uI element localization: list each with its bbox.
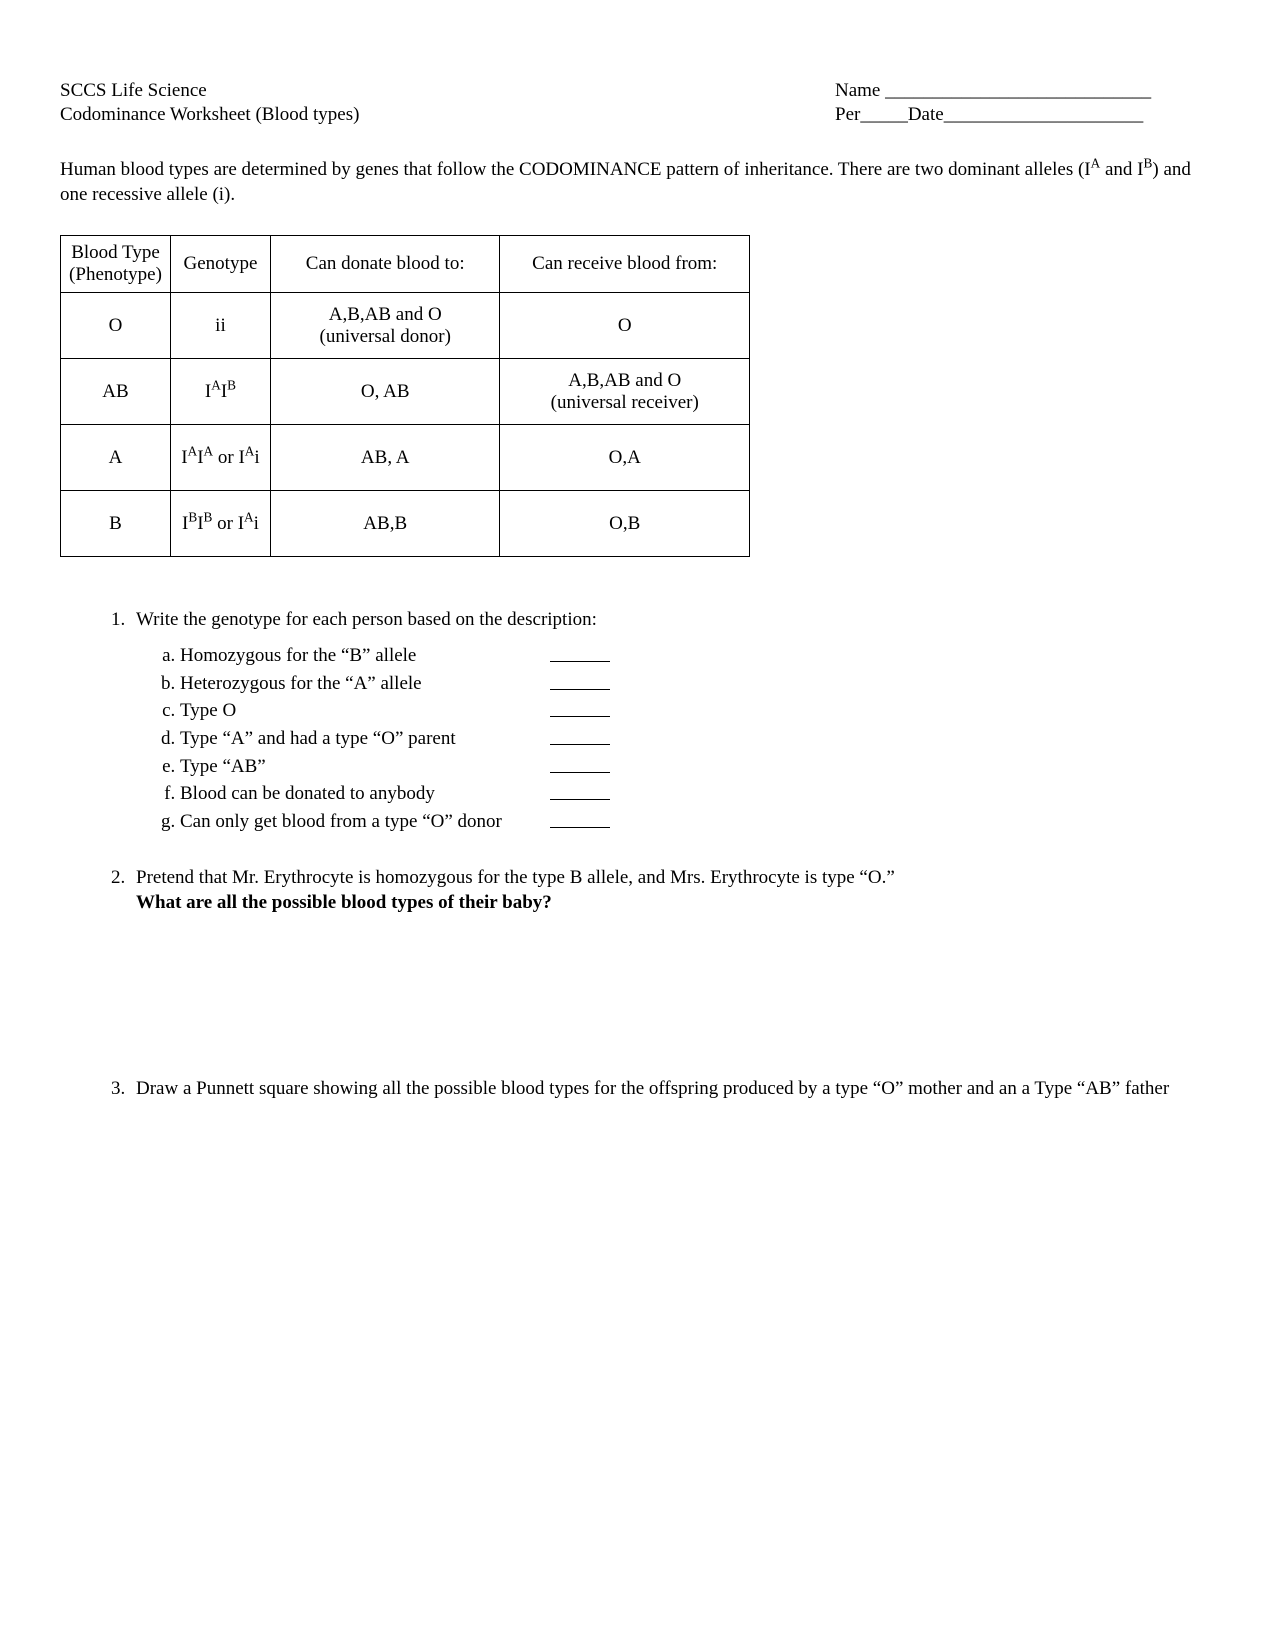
cell-genotype: IBIB or IAi: [170, 491, 270, 557]
cell-donate: AB,B: [270, 491, 500, 557]
cell-donate: O, AB: [270, 359, 500, 425]
cell-donate: AB, A: [270, 425, 500, 491]
table-row: BIBIB or IAiAB,BO,B: [61, 491, 750, 557]
q1-subitem: Heterozygous for the “A” allele: [180, 671, 1215, 697]
cell-phenotype: AB: [61, 359, 171, 425]
th-donate: Can donate blood to:: [270, 236, 500, 293]
cell-receive: O: [500, 293, 750, 359]
cell-phenotype: O: [61, 293, 171, 359]
table-row: AIAIA or IAiAB, AO,A: [61, 425, 750, 491]
question-list: Write the genotype for each person based…: [60, 607, 1215, 1101]
q1-sublist: Homozygous for the “B” alleleHeterozygou…: [136, 643, 1215, 834]
q2-line2: What are all the possible blood types of…: [136, 892, 552, 913]
course-name: SCCS Life Science: [60, 80, 490, 102]
table-row: ABIAIBO, ABA,B,AB and O(universal receiv…: [61, 359, 750, 425]
cell-genotype: IAIA or IAi: [170, 425, 270, 491]
question-3: Draw a Punnett square showing all the po…: [130, 1076, 1215, 1102]
question-2: Pretend that Mr. Erythrocyte is homozygo…: [130, 865, 1215, 1046]
cell-genotype: ii: [170, 293, 270, 359]
intro-part2: and I: [1100, 159, 1143, 180]
answer-blank: [550, 698, 610, 717]
answer-blank: [550, 781, 610, 800]
worksheet-title: Codominance Worksheet (Blood types): [60, 104, 490, 126]
table-header-row: Blood Type (Phenotype) Genotype Can dona…: [61, 236, 750, 293]
intro-supA: A: [1091, 156, 1101, 171]
header-row-1: SCCS Life Science Name _________________…: [60, 80, 1215, 102]
worksheet-page: SCCS Life Science Name _________________…: [0, 0, 1275, 1650]
q1-subitem-text: Type O: [180, 698, 550, 724]
th-receive: Can receive blood from:: [500, 236, 750, 293]
cell-donate: A,B,AB and O(universal donor): [270, 293, 500, 359]
q2-line1: Pretend that Mr. Erythrocyte is homozygo…: [136, 867, 895, 888]
header-row-2: Codominance Worksheet (Blood types) Per_…: [60, 104, 1215, 126]
q1-subitem-text: Blood can be donated to anybody: [180, 781, 550, 807]
cell-receive: A,B,AB and O(universal receiver): [500, 359, 750, 425]
name-field-label: Name ____________________________: [835, 80, 1215, 102]
th-genotype: Genotype: [170, 236, 270, 293]
intro-part1: Human blood types are determined by gene…: [60, 159, 1091, 180]
answer-blank: [550, 754, 610, 773]
answer-blank: [550, 726, 610, 745]
q3-text: Draw a Punnett square showing all the po…: [136, 1078, 1169, 1099]
intro-paragraph: Human blood types are determined by gene…: [60, 158, 1215, 207]
q1-subitem-text: Can only get blood from a type “O” donor: [180, 809, 550, 835]
q1-subitem: Type “AB”: [180, 754, 1215, 780]
q1-subitem: Type O: [180, 698, 1215, 724]
table-row: OiiA,B,AB and O(universal donor)O: [61, 293, 750, 359]
q1-prompt: Write the genotype for each person based…: [136, 609, 597, 630]
q1-subitem: Can only get blood from a type “O” donor: [180, 809, 1215, 835]
answer-blank: [550, 809, 610, 828]
cell-receive: O,A: [500, 425, 750, 491]
q1-subitem-text: Type “A” and had a type “O” parent: [180, 726, 550, 752]
questions-section: Write the genotype for each person based…: [60, 607, 1215, 1101]
cell-phenotype: A: [61, 425, 171, 491]
cell-receive: O,B: [500, 491, 750, 557]
q1-subitem-text: Homozygous for the “B” allele: [180, 643, 550, 669]
per-date-label: Per_____Date_____________________: [835, 104, 1215, 126]
q2-workspace: [136, 916, 1215, 1046]
cell-phenotype: B: [61, 491, 171, 557]
q1-subitem-text: Heterozygous for the “A” allele: [180, 671, 550, 697]
cell-genotype: IAIB: [170, 359, 270, 425]
q1-subitem-text: Type “AB”: [180, 754, 550, 780]
answer-blank: [550, 671, 610, 690]
q1-subitem: Blood can be donated to anybody: [180, 781, 1215, 807]
q1-subitem: Type “A” and had a type “O” parent: [180, 726, 1215, 752]
q1-subitem: Homozygous for the “B” allele: [180, 643, 1215, 669]
blood-type-table: Blood Type (Phenotype) Genotype Can dona…: [60, 235, 750, 557]
question-1: Write the genotype for each person based…: [130, 607, 1215, 834]
th-phenotype: Blood Type (Phenotype): [61, 236, 171, 293]
answer-blank: [550, 643, 610, 662]
